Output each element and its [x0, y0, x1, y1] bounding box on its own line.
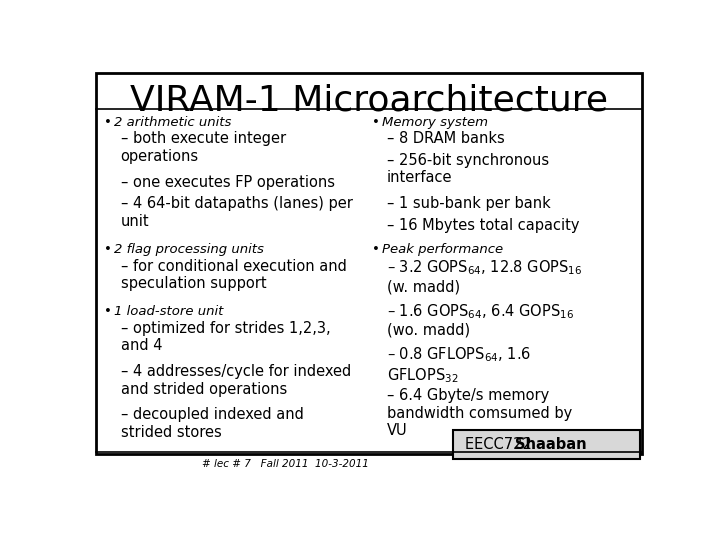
- Text: Shaaban: Shaaban: [516, 437, 587, 452]
- Text: – 3.2 GOPS$_{64}$, 12.8 GOPS$_{16}$
(w. madd): – 3.2 GOPS$_{64}$, 12.8 GOPS$_{16}$ (w. …: [387, 259, 582, 295]
- Text: – 4 addresses/cycle for indexed
and strided operations: – 4 addresses/cycle for indexed and stri…: [121, 364, 351, 396]
- Text: 2 arithmetic units: 2 arithmetic units: [114, 116, 231, 129]
- Text: – 16 Mbytes total capacity: – 16 Mbytes total capacity: [387, 218, 580, 233]
- Text: – 1 sub-bank per bank: – 1 sub-bank per bank: [387, 196, 551, 211]
- Text: – 0.8 GFLOPS$_{64}$, 1.6
GFLOPS$_{32}$: – 0.8 GFLOPS$_{64}$, 1.6 GFLOPS$_{32}$: [387, 345, 531, 385]
- Text: – 8 DRAM banks: – 8 DRAM banks: [387, 131, 505, 146]
- Text: – decoupled indexed and
strided stores: – decoupled indexed and strided stores: [121, 407, 304, 440]
- Text: •: •: [104, 243, 112, 256]
- Text: – 1.6 GOPS$_{64}$, 6.4 GOPS$_{16}$
(wo. madd): – 1.6 GOPS$_{64}$, 6.4 GOPS$_{16}$ (wo. …: [387, 302, 574, 338]
- Text: Peak performance: Peak performance: [382, 243, 503, 256]
- Text: – one executes FP operations: – one executes FP operations: [121, 174, 335, 190]
- Text: •: •: [104, 116, 112, 129]
- FancyBboxPatch shape: [96, 73, 642, 454]
- Text: – 6.4 Gbyte/s memory
bandwidth comsumed by
VU: – 6.4 Gbyte/s memory bandwidth comsumed …: [387, 388, 572, 438]
- Text: – 4 64-bit datapaths (lanes) per
unit: – 4 64-bit datapaths (lanes) per unit: [121, 196, 353, 228]
- Text: – both execute integer
operations: – both execute integer operations: [121, 131, 286, 164]
- Text: – for conditional execution and
speculation support: – for conditional execution and speculat…: [121, 259, 346, 291]
- Text: •: •: [104, 305, 112, 318]
- Text: •: •: [372, 243, 379, 256]
- Text: 1 load-store unit: 1 load-store unit: [114, 305, 223, 318]
- Text: – 256-bit synchronous
interface: – 256-bit synchronous interface: [387, 153, 549, 185]
- Text: Memory system: Memory system: [382, 116, 488, 129]
- Text: # lec # 7   Fall 2011  10-3-2011: # lec # 7 Fall 2011 10-3-2011: [202, 459, 369, 469]
- Text: VIRAM-1 Microarchitecture: VIRAM-1 Microarchitecture: [130, 84, 608, 118]
- Text: 2 flag processing units: 2 flag processing units: [114, 243, 264, 256]
- Text: – optimized for strides 1,2,3,
and 4: – optimized for strides 1,2,3, and 4: [121, 321, 330, 353]
- FancyBboxPatch shape: [453, 430, 639, 458]
- Text: EECC722 -: EECC722 -: [465, 437, 546, 452]
- Text: •: •: [372, 116, 379, 129]
